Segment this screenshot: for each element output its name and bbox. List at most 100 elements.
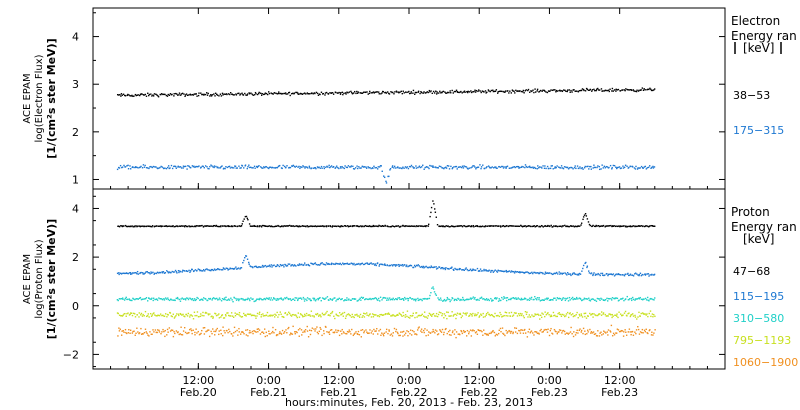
data-point [297,329,300,331]
data-point [412,298,414,300]
data-point [634,272,637,274]
data-point [248,261,250,264]
data-point [421,166,423,168]
data-point [490,332,492,335]
data-point [243,259,245,262]
data-point [162,328,164,331]
data-point [299,167,301,170]
data-point [559,225,562,227]
data-point [167,297,169,299]
data-point [629,273,632,275]
data-point [499,299,501,302]
data-point [297,93,299,95]
data-point [231,167,234,169]
data-point [364,298,366,301]
data-point [569,299,571,301]
data-point [183,326,186,329]
data-point [499,311,501,314]
y-tick-label-1-0: −2 [63,348,79,361]
data-point [408,264,411,267]
data-point [235,299,238,301]
data-point [276,334,279,336]
data-point [383,332,386,334]
data-point [427,267,429,269]
data-point [443,331,445,334]
data-point [169,330,172,332]
data-point [590,332,592,334]
data-point [246,258,249,260]
data-point [642,225,644,227]
data-point [441,267,443,269]
data-point [183,165,186,168]
data-point [176,93,178,95]
data-point [579,315,581,317]
data-point [200,269,202,272]
data-point [118,314,121,316]
data-point [352,334,355,337]
data-point [246,313,249,315]
data-point [308,265,311,267]
data-point [389,299,392,301]
data-point [552,299,554,301]
data-point [328,263,331,265]
data-point [209,95,211,97]
data-point [475,168,477,170]
data-point [595,300,598,302]
data-point [395,298,397,300]
data-point [144,272,146,274]
data-point [420,330,422,332]
data-point [458,313,460,315]
data-point [317,264,320,266]
data-point [159,225,161,227]
data-point [377,166,379,168]
data-point [335,262,337,265]
data-point [398,312,401,314]
data-point [542,165,544,167]
data-point [394,91,396,93]
data-point [233,332,235,334]
data-point [424,297,426,300]
data-point [509,332,512,334]
data-point [386,225,389,227]
data-point [309,333,312,336]
data-point [517,225,519,227]
data-point [440,312,442,314]
data-point [426,329,428,331]
data-point [289,334,291,336]
data-point [485,167,487,169]
data-point [319,93,321,96]
data-point [627,312,629,315]
data-point [265,297,268,299]
data-point [236,225,239,228]
data-point [604,313,606,316]
data-point [143,331,146,334]
data-point [413,167,415,169]
data-point [501,270,503,272]
data-point [650,334,653,336]
data-point [419,92,421,95]
data-point [312,93,314,95]
data-point [156,94,158,96]
data-point [584,213,587,215]
data-point [352,92,355,94]
data-point [122,272,125,274]
data-point [625,225,627,227]
data-point [579,298,582,300]
data-point [309,93,311,95]
data-point [229,330,231,333]
data-point [449,90,451,92]
data-point [509,315,512,317]
data-point [540,299,543,301]
data-point [620,274,622,276]
data-point [246,167,248,170]
data-point [480,270,483,272]
data-point [590,298,593,301]
data-point [488,225,490,227]
data-point [306,325,308,328]
data-point [616,225,619,228]
data-point [554,314,556,317]
data-point [453,314,455,316]
data-point [629,89,632,91]
data-point [351,328,353,331]
data-point [476,313,478,316]
